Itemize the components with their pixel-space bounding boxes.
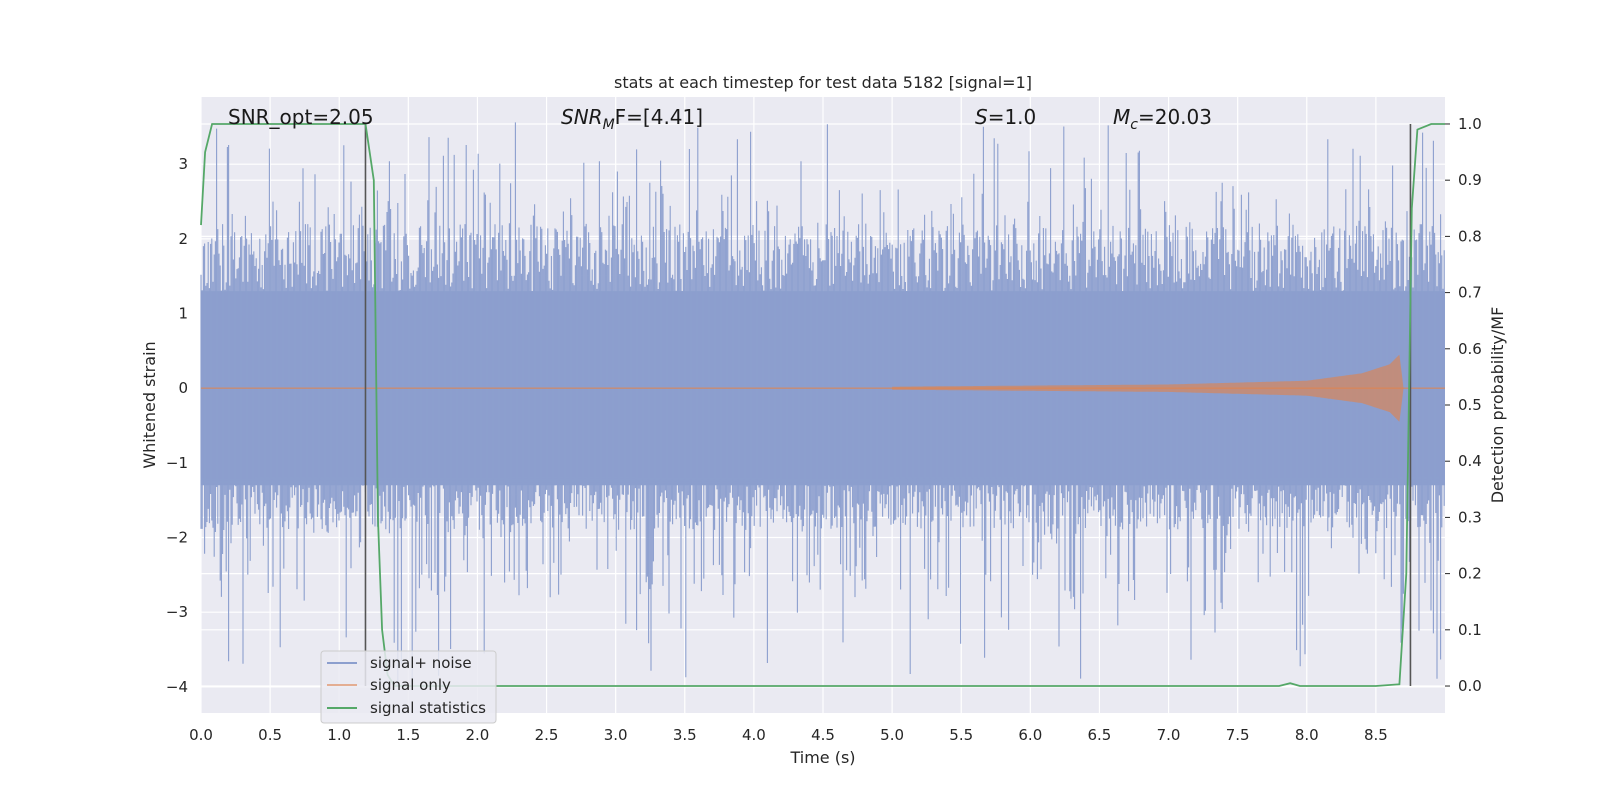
- x-tick-label: 6.0: [1018, 726, 1042, 744]
- y-tick-labels-left: −4 −3 −2 −1 0 1 2 3: [166, 155, 188, 696]
- series-signal-only-chirp: [892, 354, 1404, 422]
- x-tick-label: 3.0: [604, 726, 628, 744]
- y-tick-label-right: 0.8: [1458, 227, 1482, 245]
- annotation-snr-mf-sub: M: [603, 117, 615, 133]
- series-signal-statistics: [200, 123, 1445, 687]
- y-axis-label-right: Detection probability/MF: [1488, 307, 1507, 504]
- legend-label-signal-statistics: signal statistics: [370, 699, 486, 717]
- x-tick-label: 3.5: [673, 726, 697, 744]
- y-tick-label-right: 0.4: [1458, 452, 1482, 470]
- annotation-snr-mf-symbol: SNR: [561, 105, 603, 129]
- x-axis-label: Time (s): [789, 748, 855, 767]
- y-tick-label-left: −1: [166, 454, 188, 472]
- x-tick-label: 5.5: [949, 726, 973, 744]
- chart-title: stats at each timestep for test data 518…: [614, 73, 1032, 92]
- x-tick-label: 0.5: [258, 726, 282, 744]
- y-tick-label-left: 1: [178, 305, 188, 323]
- y-axis-label-left: Whitened strain: [140, 341, 159, 468]
- vertical-lines: [364, 123, 1412, 687]
- y-tick-label-left: −3: [166, 603, 188, 621]
- x-tick-label: 8.5: [1364, 726, 1388, 744]
- x-tick-label: 1.5: [396, 726, 420, 744]
- annotation-snr-mf: SNRMF=[4.41]: [561, 105, 703, 133]
- x-tick-label: 7.5: [1226, 726, 1250, 744]
- y-tick-label-left: 2: [178, 230, 188, 248]
- annotation-s-suffix: =1.0: [988, 105, 1037, 129]
- x-tick-label: 0.0: [189, 726, 213, 744]
- annotation-s: S=1.0: [975, 105, 1036, 129]
- annotation-mc-symbol: M: [1113, 105, 1130, 129]
- y-tick-label-right: 0.6: [1458, 340, 1482, 358]
- annotation-mc-suffix: =20.03: [1138, 105, 1212, 129]
- y-tick-label-left: 0: [178, 379, 188, 397]
- annotation-s-symbol: S: [975, 105, 988, 129]
- y-tick-label-right: 0.5: [1458, 396, 1482, 414]
- x-tick-label: 5.0: [880, 726, 904, 744]
- y-tick-label-right: 0.0: [1458, 677, 1482, 695]
- y-tick-label-right: 1.0: [1458, 115, 1482, 133]
- y-tick-label-left: −4: [166, 678, 188, 696]
- legend-label-signal-only: signal only: [370, 676, 451, 694]
- annotation-snr-opt: SNR_opt=2.05: [228, 105, 374, 129]
- x-tick-labels: 0.0 0.5 1.0 1.5 2.0 2.5 3.0 3.5 4.0 4.5 5.0 5.5 6.0 6…: [189, 726, 1388, 744]
- x-tick-label: 8.0: [1295, 726, 1319, 744]
- annotation-snr-mf-suffix: F=[4.41]: [615, 105, 703, 129]
- x-tick-label: 4.0: [742, 726, 766, 744]
- x-tick-label: 2.5: [535, 726, 559, 744]
- legend-box: [320, 650, 497, 724]
- legend-label-signal-noise: signal+ noise: [370, 654, 472, 672]
- y-tick-labels-right: 0.0 0.1 0.2 0.3 0.4 0.5 0.6 0.7 0.8 0.9 1.0: [1445, 115, 1482, 695]
- noise-spikes: [200, 122, 1445, 686]
- x-tick-label: 1.0: [327, 726, 351, 744]
- y-tick-label-right: 0.7: [1458, 284, 1482, 302]
- legend: signal+ noise signal only signal statist…: [320, 650, 497, 724]
- y-tick-label-right: 0.3: [1458, 508, 1482, 526]
- y-tick-label-right: 0.2: [1458, 565, 1482, 583]
- y-tick-label-right: 0.1: [1458, 621, 1482, 639]
- x-tick-label: 2.0: [466, 726, 490, 744]
- y-tick-label-right: 0.9: [1458, 171, 1482, 189]
- y-tick-label-left: 3: [178, 155, 188, 173]
- x-tick-label: 4.5: [811, 726, 835, 744]
- annotation-mc: Mc=20.03: [1113, 105, 1212, 133]
- x-tick-label: 7.0: [1157, 726, 1181, 744]
- y-tick-label-left: −2: [166, 529, 188, 547]
- annotation-mc-sub: c: [1130, 117, 1138, 133]
- x-tick-label: 6.5: [1088, 726, 1112, 744]
